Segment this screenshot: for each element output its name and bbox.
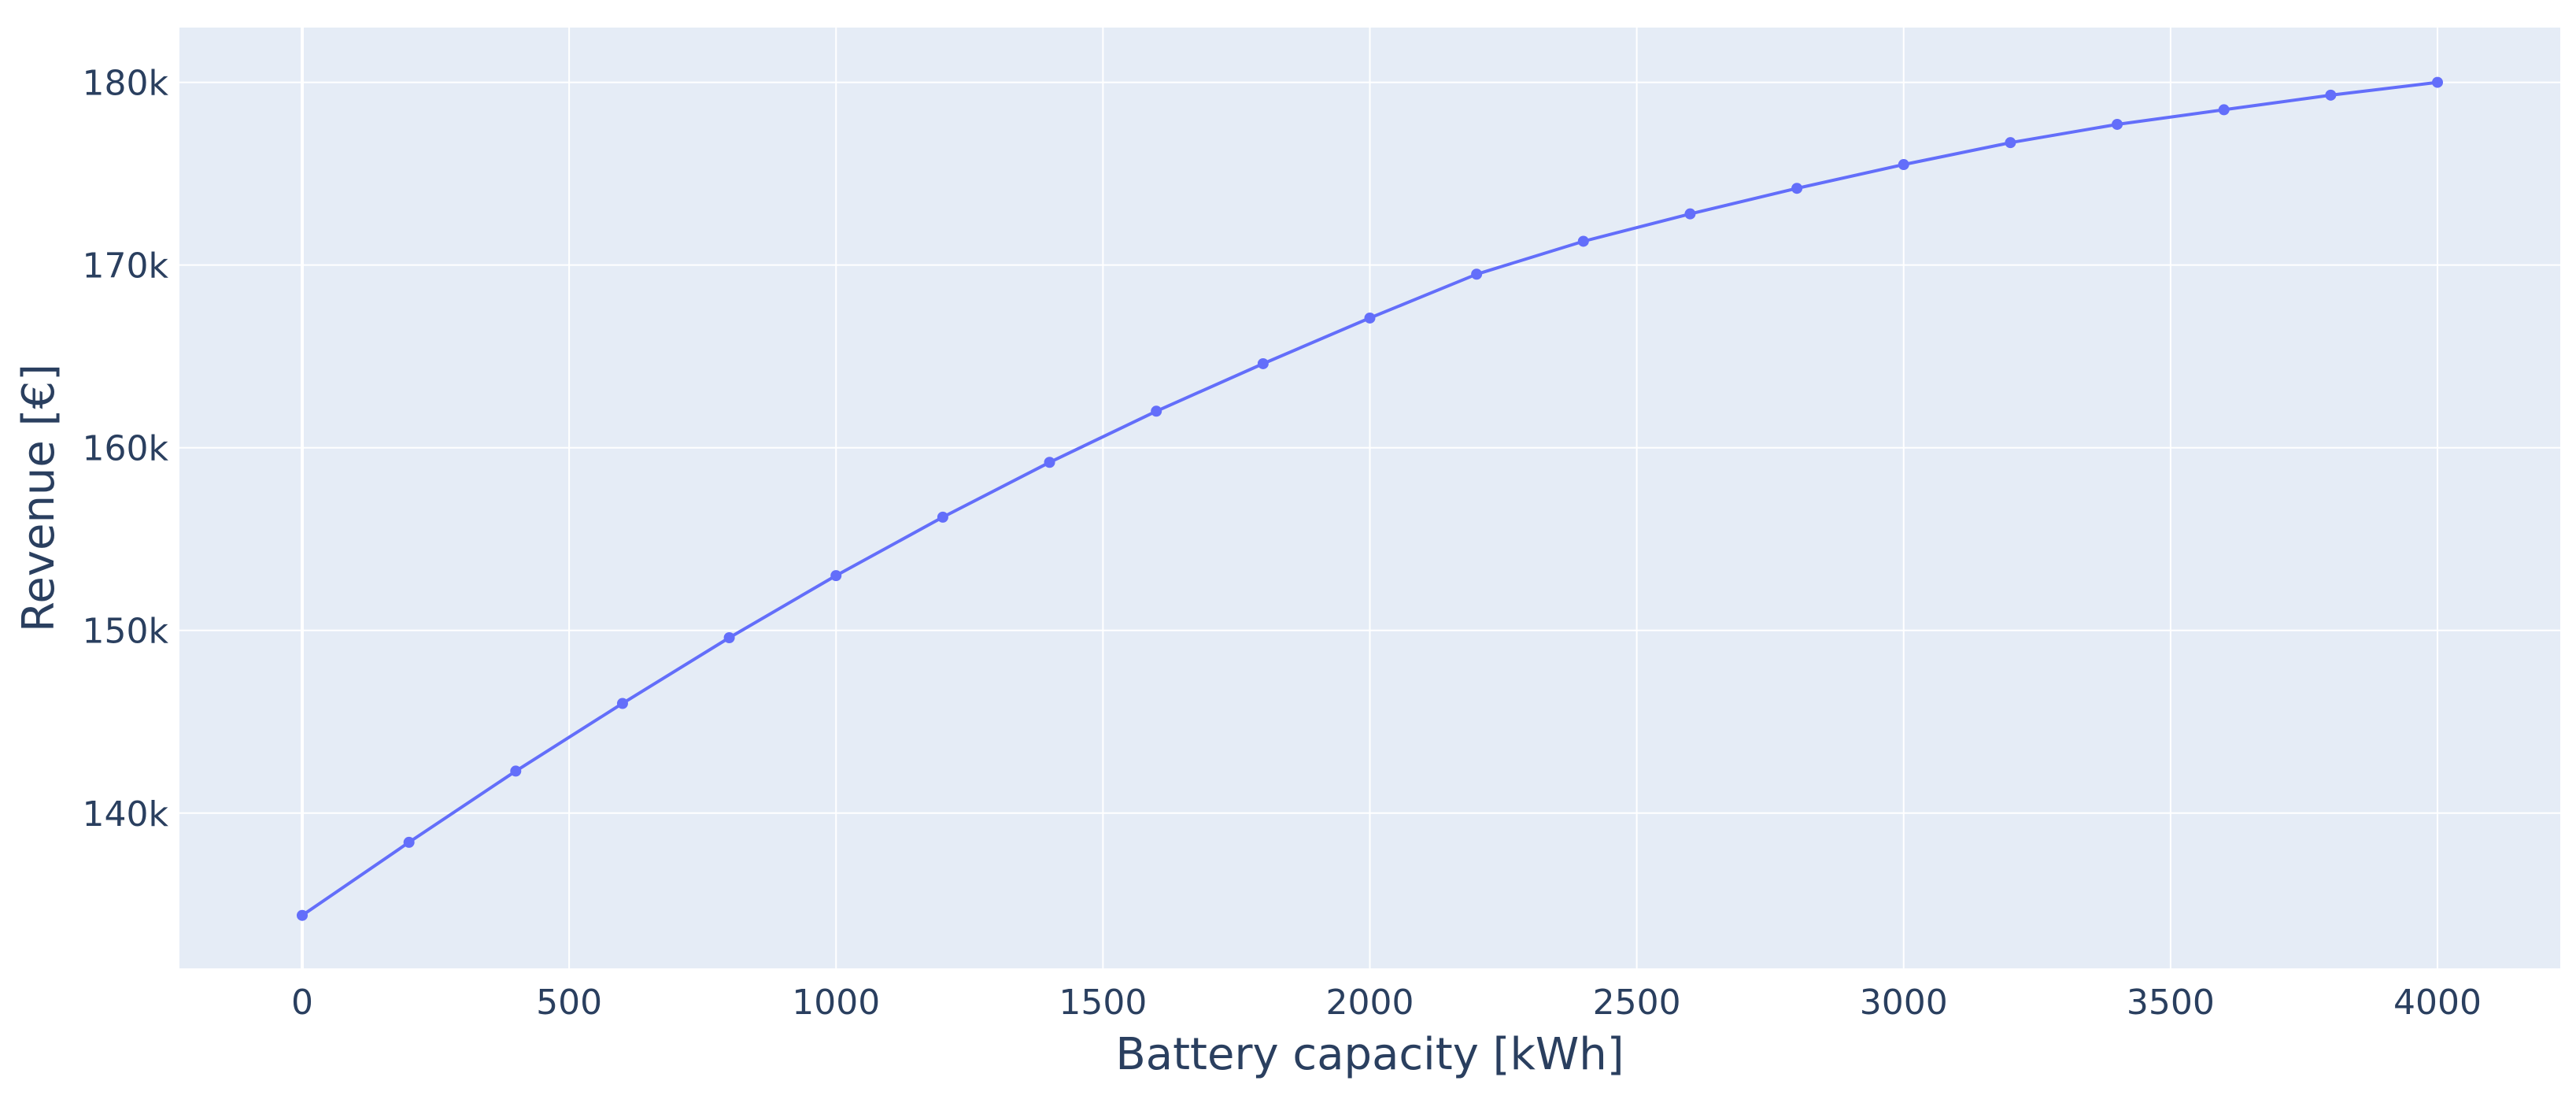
grid-lines bbox=[179, 28, 2560, 968]
series-layer bbox=[296, 76, 2444, 921]
y-axis-ticks: 140k 150k 160k 170k 180k bbox=[83, 64, 169, 835]
y-tick-label: 180k bbox=[83, 64, 169, 104]
data-point bbox=[616, 698, 628, 709]
data-point bbox=[403, 836, 415, 848]
data-point bbox=[1684, 208, 1696, 220]
y-tick-label: 170k bbox=[83, 246, 169, 287]
y-tick-label: 150k bbox=[83, 612, 169, 652]
data-point bbox=[1044, 457, 1055, 468]
x-tick-label: 500 bbox=[536, 983, 602, 1023]
y-axis-title: Revenue [€] bbox=[13, 364, 65, 632]
y-tick-label: 160k bbox=[83, 429, 169, 469]
data-point bbox=[1151, 405, 1162, 417]
data-point bbox=[1364, 312, 1376, 324]
data-point bbox=[1257, 357, 1269, 369]
data-point bbox=[1898, 159, 1909, 171]
data-point bbox=[2432, 76, 2444, 88]
data-point bbox=[723, 632, 735, 644]
x-axis-title: Battery capacity [kWh] bbox=[1115, 1029, 1624, 1080]
data-point bbox=[2112, 118, 2123, 130]
x-tick-label: 0 bbox=[291, 983, 313, 1023]
data-point bbox=[510, 765, 522, 777]
x-axis-ticks: 0 500 1000 1500 2000 2500 3000 3500 4000 bbox=[291, 983, 2482, 1023]
x-tick-label: 3500 bbox=[2127, 983, 2215, 1023]
x-tick-label: 3000 bbox=[1860, 983, 1948, 1023]
x-tick-label: 4000 bbox=[2393, 983, 2482, 1023]
y-tick-label: 140k bbox=[83, 794, 169, 835]
data-point bbox=[1471, 268, 1483, 280]
x-tick-label: 1000 bbox=[792, 983, 880, 1023]
data-point bbox=[1791, 183, 1803, 194]
data-point bbox=[2325, 89, 2337, 101]
data-point bbox=[2218, 104, 2230, 116]
data-point bbox=[2005, 137, 2016, 149]
data-point bbox=[937, 511, 948, 523]
x-tick-label: 1500 bbox=[1059, 983, 1147, 1023]
x-tick-label: 2500 bbox=[1593, 983, 1681, 1023]
x-tick-label: 2000 bbox=[1326, 983, 1414, 1023]
data-point bbox=[830, 570, 842, 582]
data-point bbox=[296, 909, 308, 921]
data-point bbox=[1577, 235, 1589, 247]
